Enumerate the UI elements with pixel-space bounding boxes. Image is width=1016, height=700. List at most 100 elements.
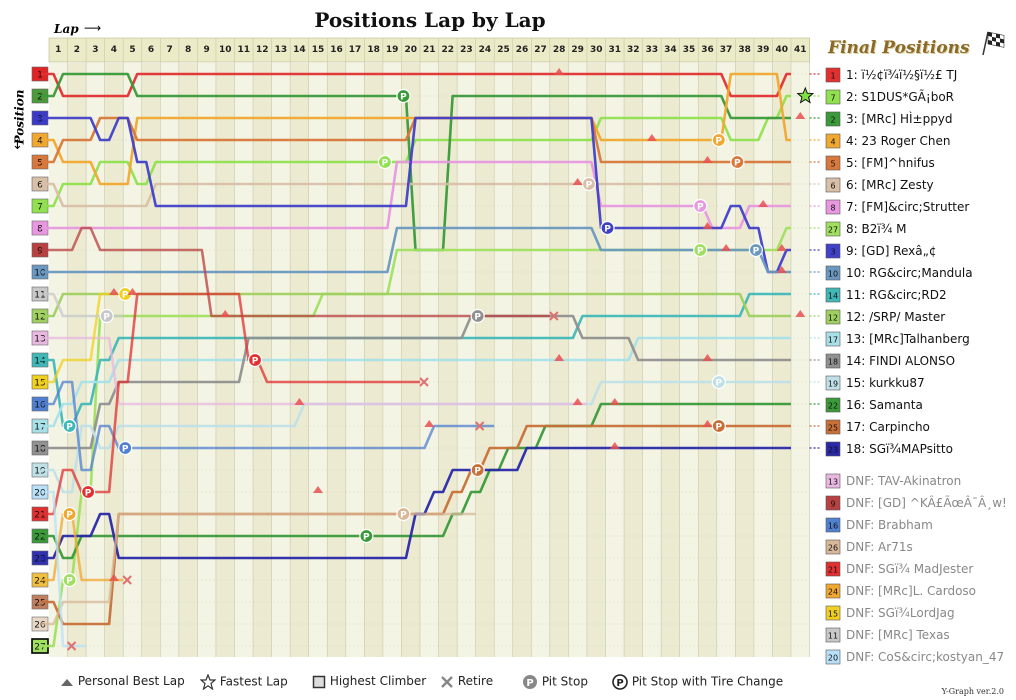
series-line [41,116,791,164]
pit-stop-tire-icon: P [612,674,628,690]
y-tick-label: 7 [37,203,43,213]
lap-tick-label: 15 [312,45,325,55]
series-line [41,292,791,318]
star-icon [199,673,217,691]
series-line [41,292,124,318]
lap-tick-label: 26 [516,45,529,55]
final-position-label: 9: [GD] Rexâ„¢ [846,244,937,258]
grid-position-box: 20 [31,484,49,500]
y-tick-label: 20 [34,489,46,499]
personal-best-marker [572,178,583,185]
y-tick-label: 16 [34,401,46,411]
lap-column [661,63,680,657]
pit-stop-marker: P [693,242,708,258]
legend-pit-stop-tire: P Pit Stop with Tire Change [612,674,783,690]
final-position-label: DNF: Ar71s [846,540,913,554]
start-position: 11 [828,632,838,641]
lap-tick-label: 33 [646,45,659,55]
lap-tick-label: 11 [238,45,251,55]
pit-stop-label: P [474,467,481,477]
y-tick-label: 22 [34,533,45,543]
final-positions-title: Final Positions [828,38,970,58]
lap-column [401,63,420,657]
final-position-label: 1: ï½¢ï¾ï½§ï½£ TJ [846,68,957,82]
lap-tick-label: 41 [794,45,807,55]
series-line [41,380,495,472]
final-position-label: DNF: [GD] ^KÂ£ÃœÂ¯Â¸w! [846,495,1007,510]
final-position-entry: 17 13: [MRc]Talhanberg [825,331,970,347]
pit-stop-marker: P [62,572,77,588]
pit-stop-label: P [586,181,593,191]
y-tick-label: 17 [34,423,45,433]
lap-tick-label: 14 [293,45,306,55]
pit-stop-marker: P [396,88,411,104]
pit-stop-marker: P [377,154,392,170]
y-tick-label: 11 [34,291,45,301]
start-position: 19 [828,380,838,389]
lap-tick-label: 6 [148,45,154,55]
series-line [41,226,550,318]
y-tick-label: 10 [34,269,46,279]
lap-tick-label: 28 [553,45,566,55]
pit-stop-label: P [474,313,481,323]
lap-column [549,63,569,657]
start-position: 6 [830,182,835,191]
y-tick-label: 4 [37,137,43,147]
pit-stop-marker: P [711,418,726,434]
grid-position-box: 26 [31,616,49,632]
final-position-label: 11: RG&circ;RD2 [846,288,947,302]
lap-tick-label: 34 [664,45,677,55]
y-tick-label: 8 [37,225,43,235]
series-line [41,446,791,560]
grid-position-box: 4 [31,132,49,148]
grid-position-box: 10 [31,264,49,280]
start-position: 2 [830,116,835,125]
personal-best-marker [646,134,657,141]
y-tick-label: 6 [37,181,43,191]
final-position-entry: 8 7: [FM]&circ;Strutter [825,199,969,215]
series-line [41,226,791,274]
lap-column [772,63,791,657]
final-position-label: 18: SGï¾MAPsitto [846,442,953,456]
pit-stop-label: P [85,489,92,499]
pit-stop-label: P [753,247,760,257]
pit-stop-label: P [400,511,407,521]
personal-best-marker [220,310,231,317]
y-tick-label: 24 [34,577,46,587]
pit-stop-marker: P [748,242,764,258]
start-position: 1 [830,72,835,81]
pit-stop-marker: P [359,528,374,544]
pit-stop-label: P [715,379,722,389]
final-position-label: DNF: [MRc] Texas [846,628,950,642]
series-line [41,490,87,648]
lap-tick-label: 30 [590,45,603,55]
start-position: 5 [830,160,835,169]
final-position-entry: 10 10: RG&circ;Mandula [825,265,973,281]
lap-tick-label: 3 [92,45,98,55]
final-position-label: DNF: SGï¾ MadJester [846,562,973,576]
pit-stop-label: P [66,511,73,521]
retire-marker [549,311,559,321]
plot-area [49,63,810,657]
series-line [41,512,476,626]
grid-position-box: 18 [31,440,49,456]
personal-best-marker [776,244,787,251]
final-position-label: DNF: [MRc]L. Cardoso [846,584,976,598]
series-line [41,402,791,560]
dnf-entry: 20 DNF: CoS&circ;kostyan_47 [825,649,1004,665]
grid-position-box: 2 [31,88,49,104]
final-position-label: 13: [MRc]Talhanberg [846,332,970,346]
final-position-label: DNF: TAV-Akinatron [846,474,961,488]
lap-tick-label: 9 [204,45,210,55]
final-position-entry: 12 12: /SRP/ Master [825,309,945,325]
final-position-label: 2: S1DUS*GÃ¡boR [846,89,954,104]
start-position: 27 [828,226,838,235]
final-position-entry: 23 18: SGï¾MAPsitto [825,441,953,457]
lap-column [215,63,235,657]
lap-tick-label: 17 [349,45,362,55]
pit-stop-label: P [363,533,370,543]
series-line [41,292,124,384]
y-tick-label: 12 [34,313,45,323]
final-position-entry: 22 16: Samanta [825,397,923,413]
